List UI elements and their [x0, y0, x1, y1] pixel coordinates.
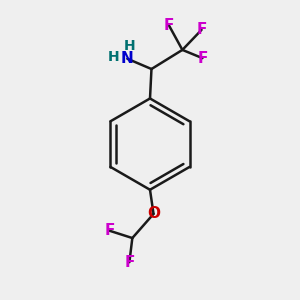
- Text: O: O: [147, 206, 160, 221]
- Text: F: F: [124, 255, 135, 270]
- Text: F: F: [197, 51, 208, 66]
- Text: F: F: [164, 18, 174, 33]
- Text: N: N: [121, 51, 134, 66]
- Text: H: H: [107, 50, 119, 64]
- Text: F: F: [196, 22, 207, 38]
- Text: H: H: [124, 39, 135, 53]
- Text: F: F: [104, 223, 115, 238]
